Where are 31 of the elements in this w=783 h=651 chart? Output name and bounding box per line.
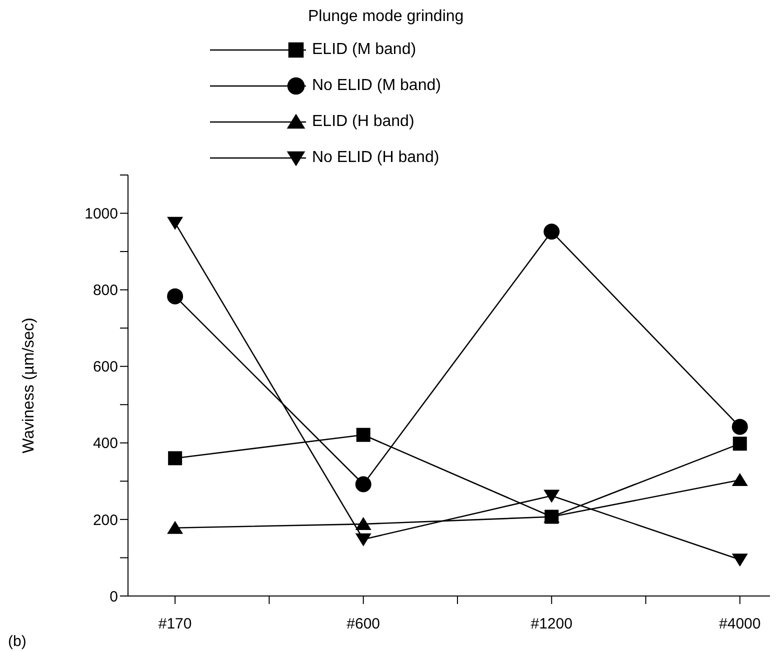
y-tick-label: 200 — [92, 512, 118, 529]
point — [355, 476, 372, 492]
point — [356, 428, 370, 442]
point — [168, 451, 182, 466]
legend-label: ELID (M band) — [312, 41, 416, 59]
y-tick-label: 800 — [92, 282, 118, 300]
y-tick-label: 400 — [92, 435, 118, 452]
x-tick-label: #4000 — [719, 616, 761, 633]
point — [732, 473, 748, 486]
point — [732, 554, 748, 567]
x-tick-label: #170 — [158, 616, 192, 633]
point — [544, 490, 560, 503]
legend-label: No ELID (M band) — [312, 77, 441, 95]
y-axis-title: Waviness (µm/sec) — [20, 318, 38, 454]
point — [544, 224, 560, 240]
y-tick-label: 0 — [110, 588, 118, 606]
point — [732, 418, 748, 435]
legend-label: ELID (H band) — [312, 113, 414, 131]
point — [732, 436, 747, 451]
point — [167, 216, 184, 230]
x-tick-label: #600 — [346, 616, 380, 633]
x-tick-label: #1200 — [530, 616, 572, 633]
point — [167, 520, 184, 534]
y-tick-label: 1000 — [84, 206, 118, 223]
point — [355, 533, 372, 546]
text: (b) — [8, 633, 26, 650]
point — [167, 288, 184, 304]
legend-title: Plunge mode grinding — [308, 8, 465, 27]
point — [355, 517, 372, 530]
y-tick-label: 600 — [92, 358, 118, 376]
legend-label: No ELID (H band) — [312, 149, 440, 167]
